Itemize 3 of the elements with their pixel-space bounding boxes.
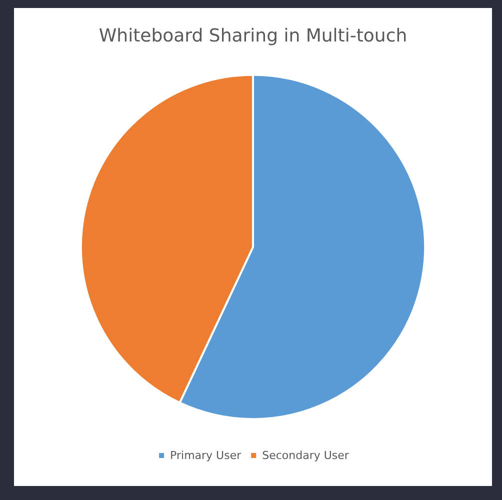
legend-label: Secondary User — [262, 449, 350, 462]
chart-title: Whiteboard Sharing in Multi-touch — [98, 26, 408, 46]
legend-label: Primary User — [170, 449, 242, 462]
